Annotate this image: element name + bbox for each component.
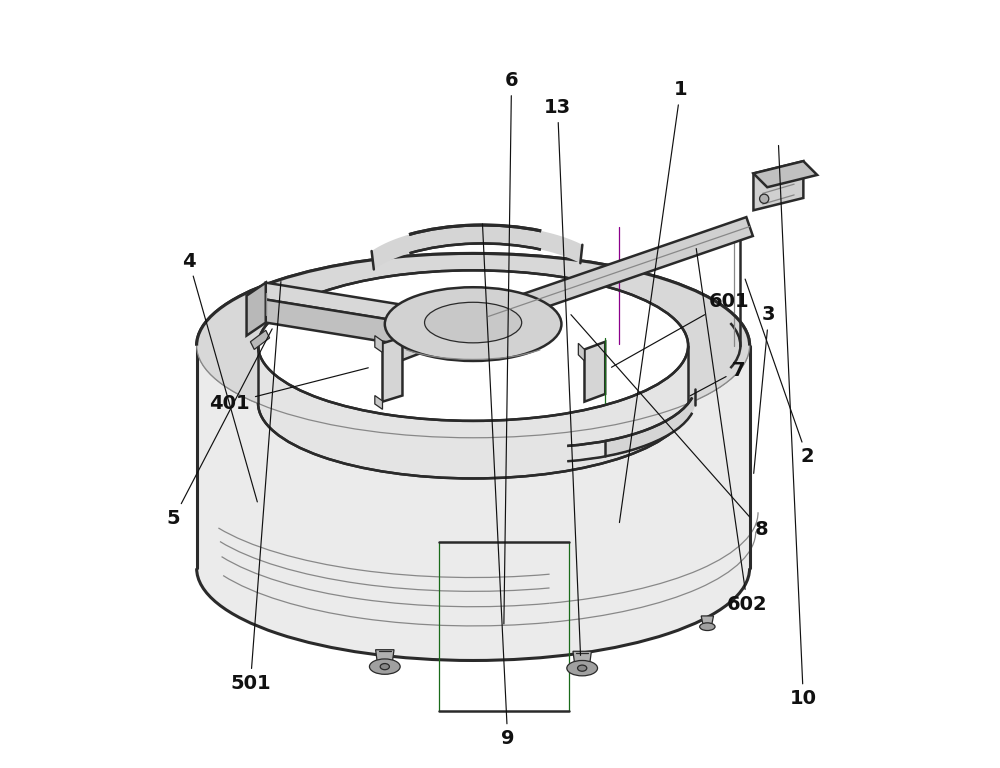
Polygon shape xyxy=(197,253,750,438)
Ellipse shape xyxy=(567,660,598,676)
Polygon shape xyxy=(701,616,714,624)
Polygon shape xyxy=(376,650,394,661)
Text: 601: 601 xyxy=(611,292,749,367)
Polygon shape xyxy=(258,346,688,478)
Polygon shape xyxy=(485,217,753,326)
Ellipse shape xyxy=(369,659,400,674)
Text: 8: 8 xyxy=(571,315,768,539)
Polygon shape xyxy=(578,343,584,361)
Polygon shape xyxy=(573,651,591,663)
Text: 3: 3 xyxy=(754,306,776,473)
Circle shape xyxy=(760,194,769,204)
Text: 6: 6 xyxy=(504,71,518,624)
Polygon shape xyxy=(375,336,382,353)
Ellipse shape xyxy=(425,303,522,343)
Polygon shape xyxy=(266,300,408,346)
Polygon shape xyxy=(250,330,270,349)
Text: 2: 2 xyxy=(745,279,814,466)
Polygon shape xyxy=(266,283,408,323)
Polygon shape xyxy=(753,161,803,210)
Text: 501: 501 xyxy=(230,282,281,693)
Polygon shape xyxy=(584,342,605,402)
Ellipse shape xyxy=(385,287,561,361)
Ellipse shape xyxy=(700,623,715,631)
Polygon shape xyxy=(605,389,695,456)
Text: 5: 5 xyxy=(167,329,272,528)
Polygon shape xyxy=(393,307,492,361)
Polygon shape xyxy=(372,225,582,270)
Text: 9: 9 xyxy=(482,224,514,748)
Text: 13: 13 xyxy=(544,98,581,655)
Ellipse shape xyxy=(380,664,389,670)
Text: 401: 401 xyxy=(209,368,368,412)
Polygon shape xyxy=(753,161,817,187)
Text: 10: 10 xyxy=(779,145,817,708)
Polygon shape xyxy=(197,346,750,660)
Ellipse shape xyxy=(578,665,587,671)
Text: 602: 602 xyxy=(696,249,768,614)
Text: 1: 1 xyxy=(619,81,687,522)
Text: 4: 4 xyxy=(182,252,257,502)
Text: 7: 7 xyxy=(690,361,745,396)
Polygon shape xyxy=(247,283,266,336)
Polygon shape xyxy=(375,396,382,409)
Polygon shape xyxy=(382,337,402,402)
